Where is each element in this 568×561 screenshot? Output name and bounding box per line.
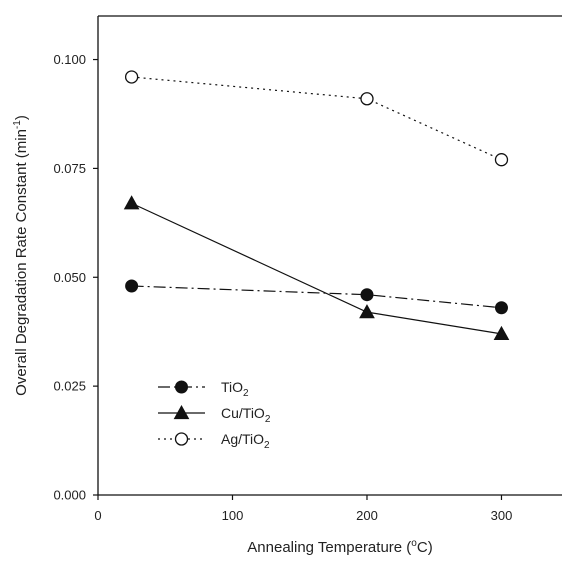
data-point <box>359 304 375 319</box>
data-point <box>125 279 139 293</box>
series-ag-tio2 <box>124 70 509 167</box>
data-point <box>493 325 510 340</box>
legend-marker <box>175 380 188 394</box>
data-point <box>123 195 140 210</box>
x-tick-label: 300 <box>491 508 513 523</box>
data-point <box>360 288 374 302</box>
legend-marker <box>174 432 189 446</box>
data-point <box>494 153 509 167</box>
series-layer <box>123 70 510 340</box>
legend-item: Ag/TiO2 <box>158 431 270 451</box>
legend-item: TiO2 <box>158 379 249 399</box>
y-tick-label: 0.050 <box>53 270 86 285</box>
y-tick-label: 0.000 <box>53 488 86 503</box>
data-point <box>360 92 374 106</box>
legend-label: Ag/TiO2 <box>221 431 270 451</box>
y-tick-label: 0.025 <box>53 379 86 394</box>
series-tio2 <box>125 279 508 315</box>
legend-marker <box>173 404 190 420</box>
x-tick-label: 0 <box>94 508 101 523</box>
x-axis-title: Annealing Temperature (oC) <box>247 538 432 556</box>
y-tick-label: 0.100 <box>53 52 86 67</box>
series-line <box>131 76 502 161</box>
axis-titles: Annealing Temperature (oC) Overall Degrad… <box>12 115 433 556</box>
x-tick-label: 200 <box>356 508 378 523</box>
legend-item: Cu/TiO2 <box>158 404 271 425</box>
series-cu-tio2 <box>123 195 510 340</box>
legend-label: Cu/TiO2 <box>221 405 271 425</box>
y-axis-title: Overall Degradation Rate Constant (min-1… <box>12 115 30 396</box>
y-tick-label: 0.075 <box>53 161 86 176</box>
x-tick-label: 100 <box>222 508 244 523</box>
series-line <box>131 202 502 335</box>
legend-label: TiO2 <box>221 379 249 399</box>
data-point <box>124 70 139 84</box>
legend: TiO2 Cu/TiO2 Ag/TiO2 <box>158 379 271 451</box>
series-line <box>131 285 502 309</box>
data-point <box>494 301 508 315</box>
plot-axes: 0 100 200 300 0.000 0.025 0.050 0.075 0.100 <box>53 15 562 523</box>
